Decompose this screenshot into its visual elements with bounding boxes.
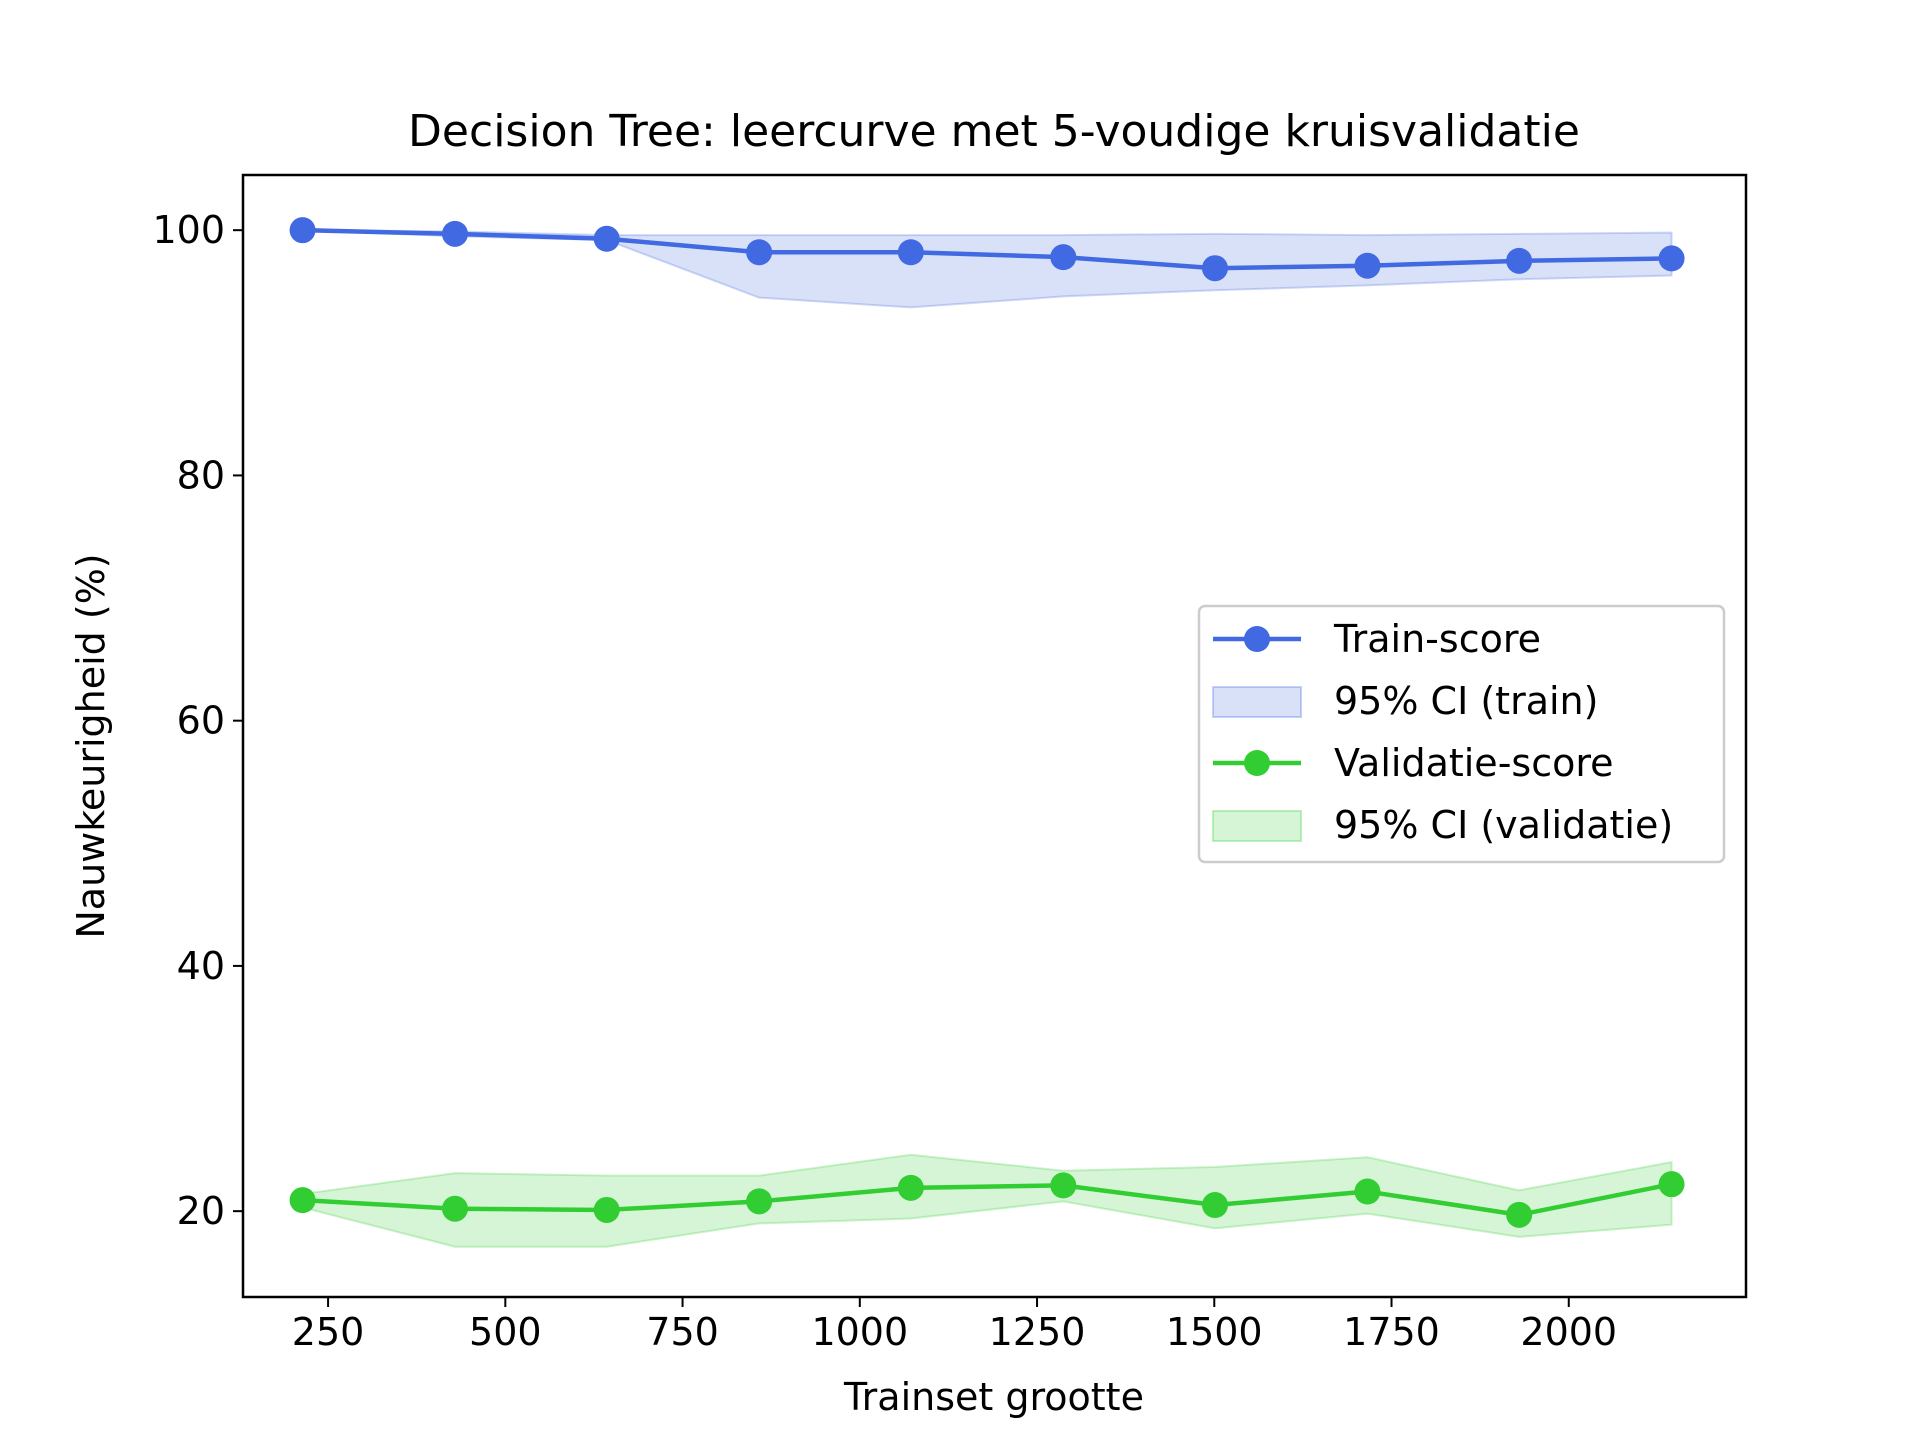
y-tick-label: 20 [177, 1189, 225, 1233]
legend-label: 95% CI (validatie) [1334, 803, 1673, 847]
axes-frame [241, 173, 1748, 1299]
series-line-validatie [302, 1181, 1673, 1218]
data-point-validatie [746, 1188, 773, 1215]
x-tick-label: 500 [469, 1310, 542, 1354]
series-line-train [302, 227, 1672, 271]
y-axis-label: Nauwkeurigheid (%) [69, 553, 113, 938]
legend-marker-train [1244, 626, 1270, 652]
data-point-train [289, 217, 316, 244]
plot-area [289, 217, 1685, 1248]
legend-marker-validatie [1244, 750, 1270, 776]
legend-label: Train-score [1333, 617, 1541, 661]
data-point-train [593, 225, 620, 252]
y-tick-label: 60 [177, 699, 225, 743]
legend-label: 95% CI (train) [1334, 679, 1598, 723]
data-point-validatie [1506, 1201, 1533, 1228]
x-tick-label: 2000 [1520, 1310, 1617, 1354]
data-point-validatie [441, 1195, 468, 1222]
x-tick-label: 250 [292, 1310, 365, 1354]
data-point-train [1658, 245, 1685, 272]
x-tick-label: 1750 [1343, 1310, 1440, 1354]
data-point-validatie [897, 1174, 924, 1201]
data-point-train [1050, 244, 1077, 271]
x-tick-label: 1250 [989, 1310, 1086, 1354]
chart-title: Decision Tree: leercurve met 5-voudige k… [408, 106, 1580, 157]
legend-swatch-ci-train [1212, 686, 1302, 718]
data-point-validatie [1658, 1171, 1685, 1198]
x-tick-label: 1500 [1166, 1310, 1263, 1354]
ci-band-validatie [301, 1153, 1673, 1248]
legend-box [1197, 604, 1726, 864]
y-tick-label: 100 [152, 208, 225, 252]
y-tick-label: 80 [177, 453, 225, 497]
data-point-validatie [1050, 1172, 1077, 1199]
ci-band-train [302, 229, 1673, 309]
data-point-train [746, 239, 773, 266]
data-point-train [897, 239, 924, 266]
data-point-train [1354, 252, 1381, 279]
data-point-validatie [289, 1187, 316, 1214]
x-axis-label: Trainset grootte [843, 1375, 1144, 1419]
data-point-train [441, 220, 468, 247]
data-point-train [1506, 247, 1533, 274]
data-point-validatie [1354, 1178, 1381, 1205]
x-tick-label: 1000 [811, 1310, 908, 1354]
legend-swatch-ci-validatie [1212, 810, 1302, 842]
data-point-train [1201, 255, 1228, 282]
y-tick-label: 40 [177, 944, 225, 988]
axes: 250 500 750 1000 1250 1500 1750 2000 20 40 60 80 100 [152, 173, 1748, 1354]
legend-label: Validatie-score [1334, 741, 1614, 785]
data-point-validatie [593, 1196, 620, 1223]
legend: Train-score 95% CI (train) Validatie-score… [1197, 604, 1726, 864]
x-tick-label: 750 [646, 1310, 719, 1354]
data-point-validatie [1201, 1192, 1228, 1219]
